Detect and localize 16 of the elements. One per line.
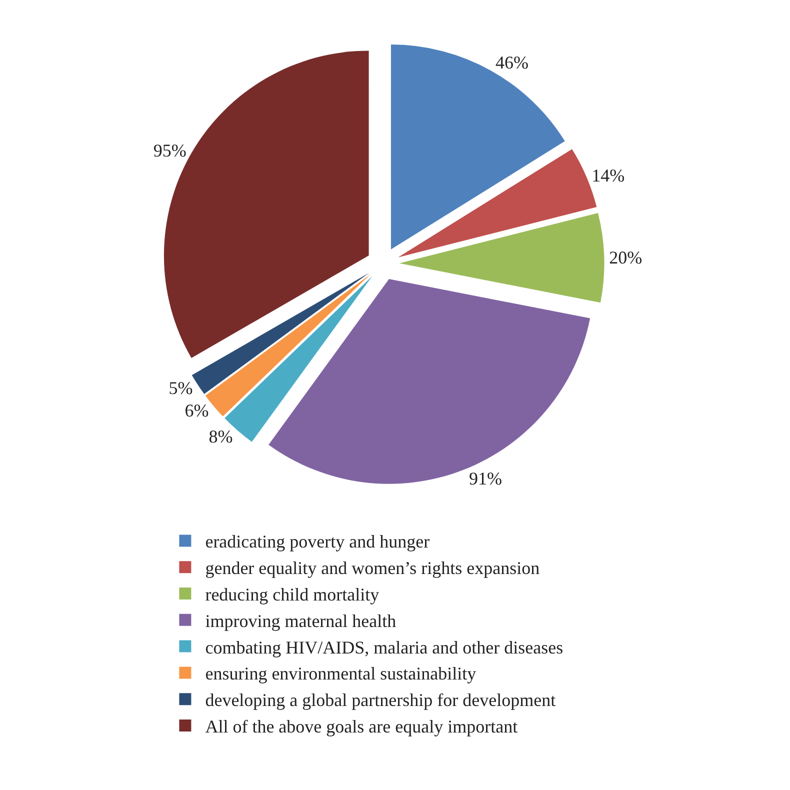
data-label: 8% (208, 426, 233, 446)
data-label: 6% (184, 400, 209, 420)
legend-label: reducing child mortality (205, 584, 380, 605)
legend-label: developing a global partnership for development (205, 690, 556, 710)
data-label: 91% (468, 468, 502, 488)
legend-label: improving maternal health (205, 610, 396, 631)
data-label: 95% (153, 140, 186, 161)
legend-label: gender equality and women’s rights expansion (205, 558, 540, 578)
legend-label: combating HIV/AIDS, malaria and other diseases (205, 637, 564, 658)
data-label: 5% (168, 378, 193, 398)
data-label: 46% (495, 52, 528, 73)
legend-label: eradicating poverty and hunger (205, 532, 430, 552)
legend-label: ensuring environmental sustainability (205, 664, 476, 684)
data-label: 14% (592, 166, 625, 186)
data-label: 20% (609, 248, 642, 268)
legend-label: All of the above goals are equaly important (205, 716, 518, 737)
